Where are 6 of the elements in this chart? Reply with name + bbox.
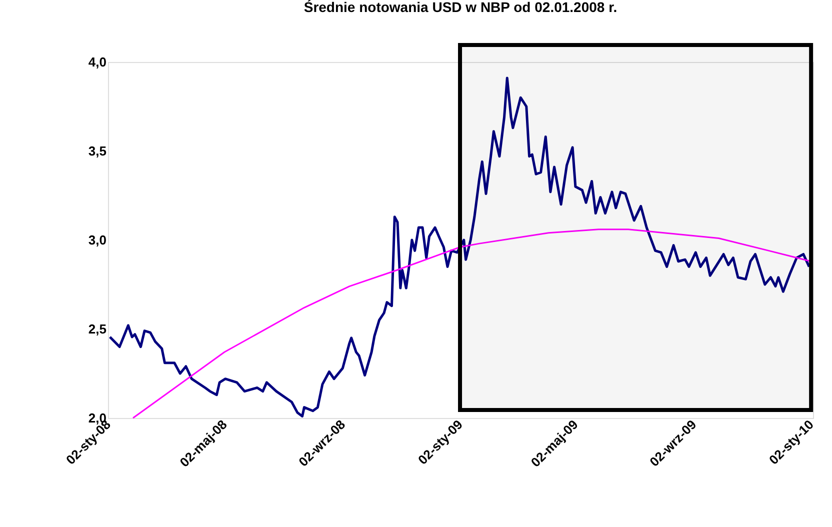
- y-tick-label: 4,0: [88, 54, 106, 70]
- y-tick-label: 3,0: [88, 232, 106, 248]
- y-tick-label: 3,5: [88, 144, 106, 158]
- line-series: [108, 76, 810, 418]
- y-tick-label: 2,5: [88, 322, 106, 336]
- line-series: [132, 228, 812, 419]
